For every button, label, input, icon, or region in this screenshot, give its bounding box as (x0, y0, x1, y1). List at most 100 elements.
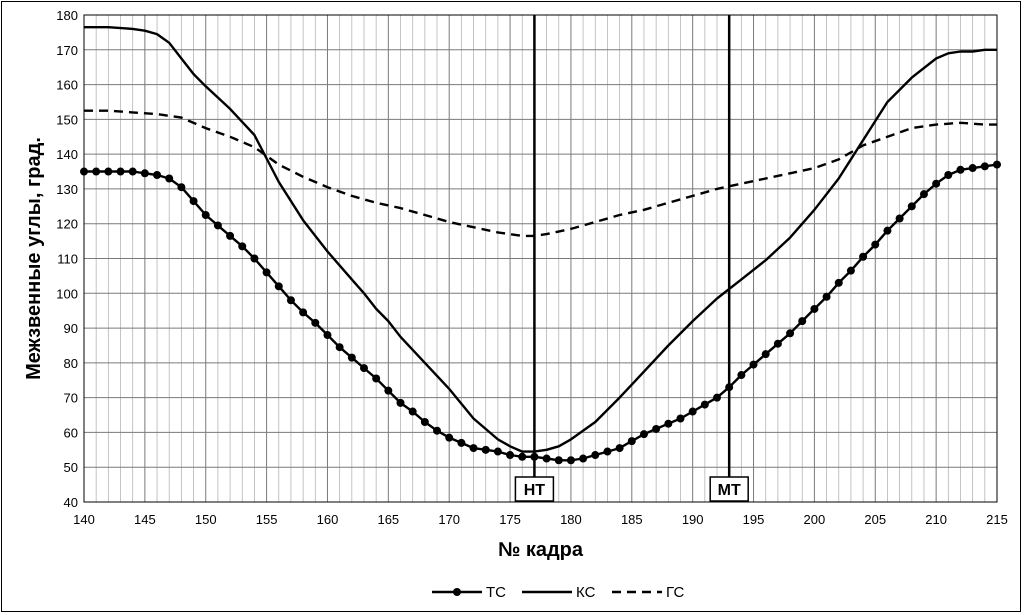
data-point (566, 456, 575, 465)
data-point (457, 438, 466, 447)
y-tick-label: 60 (64, 425, 78, 440)
x-tick-label: 185 (621, 512, 643, 527)
data-point (980, 162, 989, 171)
x-tick-label: 155 (256, 512, 278, 527)
series-layer (80, 26, 1001, 465)
data-point (846, 266, 855, 275)
y-tick-label: 180 (56, 8, 78, 23)
data-point (773, 339, 782, 348)
series-line-1 (84, 26, 997, 453)
data-point (822, 292, 831, 301)
legend-label: КС (576, 584, 596, 601)
data-point (834, 278, 843, 287)
legend-marker (453, 588, 461, 596)
data-point (895, 214, 904, 223)
marker-label: НТ (524, 482, 546, 499)
data-point (92, 167, 101, 176)
y-tick-labels: 40 50 60 70 80 90 100 110 120 130 140 150 160 170 180 (56, 8, 78, 510)
y-tick-label: 120 (56, 217, 78, 232)
data-point (445, 433, 454, 442)
data-point (700, 400, 709, 409)
data-point (311, 318, 320, 327)
y-tick-label: 100 (56, 286, 78, 301)
data-point (250, 254, 259, 263)
y-tick-label: 130 (56, 182, 78, 197)
data-point (603, 447, 612, 456)
data-point (506, 451, 515, 460)
data-point (639, 430, 648, 439)
marker-box (709, 476, 749, 502)
data-point (201, 211, 210, 220)
data-point (299, 308, 308, 317)
data-point (919, 190, 928, 199)
data-point (664, 419, 673, 428)
y-tick-label: 150 (56, 112, 78, 127)
data-point (993, 160, 1001, 169)
data-point (238, 242, 247, 251)
legend-label: ТС (486, 584, 506, 601)
data-point (786, 329, 795, 338)
data-point (627, 437, 636, 446)
data-point (153, 171, 162, 180)
data-point (749, 360, 758, 369)
data-point (481, 445, 490, 454)
data-point (591, 451, 600, 460)
data-point (140, 169, 149, 178)
data-point (469, 444, 478, 453)
y-tick-label: 80 (64, 356, 78, 371)
x-tick-label: 195 (743, 512, 765, 527)
data-point (542, 454, 551, 463)
x-tick-label: 160 (317, 512, 339, 527)
y-tick-label: 160 (56, 78, 78, 93)
legend: ТС КС ГС (432, 584, 684, 601)
data-point (372, 374, 381, 383)
data-point (274, 282, 283, 291)
x-tick-label: 140 (73, 512, 95, 527)
data-point (761, 350, 770, 359)
x-tick-label: 180 (560, 512, 582, 527)
y-tick-label: 90 (64, 321, 78, 336)
y-tick-label: 170 (56, 43, 78, 58)
data-point (944, 171, 953, 180)
data-point (688, 407, 697, 416)
data-point (518, 452, 527, 461)
marker-box (514, 476, 555, 502)
data-point (177, 183, 186, 192)
data-point (968, 164, 977, 173)
data-point (116, 167, 125, 176)
data-point (859, 252, 868, 261)
data-point (165, 174, 174, 183)
data-point (932, 179, 941, 188)
data-point (493, 447, 502, 456)
data-point (347, 353, 356, 362)
x-tick-label: 210 (925, 512, 947, 527)
x-axis-title: № кадра (498, 539, 584, 561)
data-point (615, 444, 624, 453)
data-point (737, 371, 746, 380)
data-point (286, 296, 295, 305)
x-tick-label: 205 (864, 512, 886, 527)
x-tick-label: 150 (195, 512, 217, 527)
data-point (189, 197, 198, 206)
x-tick-label: 175 (499, 512, 521, 527)
x-tick-label: 190 (682, 512, 704, 527)
data-point (359, 364, 368, 373)
plot-area-border (83, 14, 998, 503)
y-tick-label: 140 (56, 147, 78, 162)
data-point (80, 167, 88, 176)
y-tick-label: 110 (57, 252, 78, 267)
data-point (396, 398, 405, 407)
data-point (433, 426, 442, 435)
data-point (335, 343, 344, 352)
y-tick-label: 50 (64, 460, 78, 475)
data-point (384, 386, 393, 395)
data-point (810, 304, 819, 313)
x-tick-label: 145 (134, 512, 156, 527)
x-tick-label: 215 (986, 512, 1008, 527)
data-point (956, 165, 965, 174)
data-point (652, 424, 661, 433)
data-point (798, 317, 807, 326)
data-point (104, 167, 113, 176)
